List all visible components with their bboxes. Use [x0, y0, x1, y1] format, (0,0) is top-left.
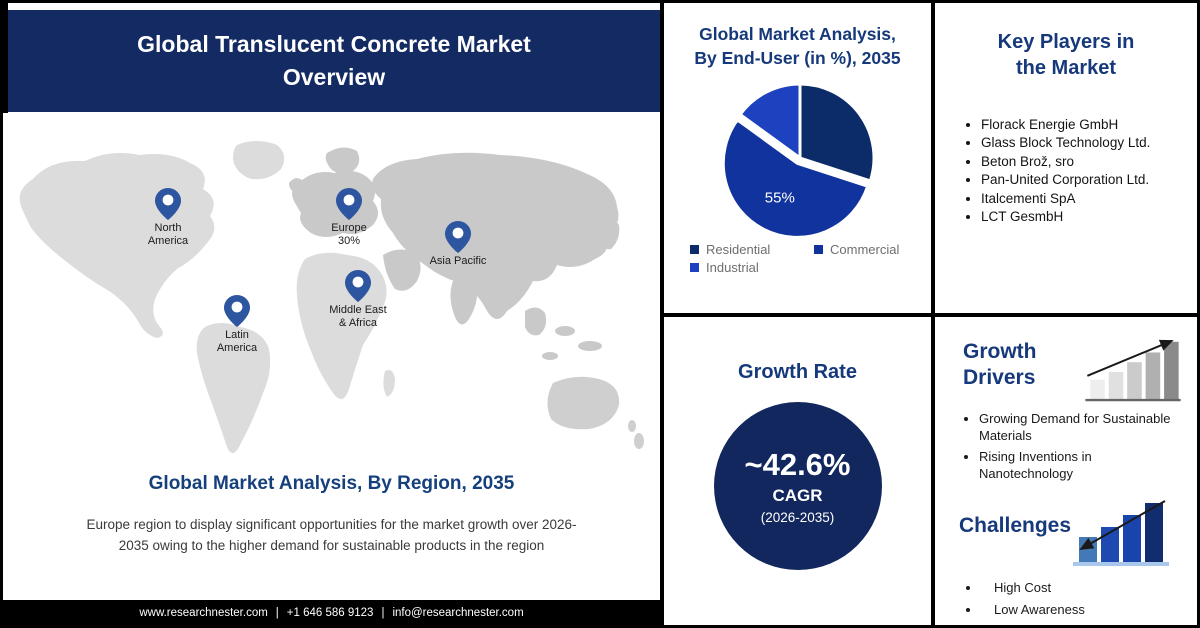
key-players-list: Florack Energie GmbH Glass Block Technolo… — [935, 117, 1197, 226]
pie-data-label: 55% — [765, 190, 795, 207]
challenges-chart-icon — [1073, 499, 1170, 566]
footer-separator: | — [381, 606, 385, 619]
pie-chart-title: Global Market Analysis, By End-User (in … — [694, 24, 901, 68]
map-pin-middle-east-africa: Middle East & Africa — [310, 270, 406, 330]
challenges-heading: Challenges — [959, 513, 1072, 537]
islands-southeast-asia — [525, 307, 547, 336]
key-player-item: Beton Brož, sro — [981, 154, 1197, 170]
challenges-header: Challenges — [949, 491, 1185, 567]
cagr-circle: ~42.6% CAGR (2026-2035) — [713, 402, 882, 570]
island-greenland — [233, 141, 285, 180]
continent-south-america — [196, 323, 271, 454]
page-title: Global Translucent Concrete Market Overv… — [137, 30, 531, 90]
continent-asia — [372, 152, 619, 319]
key-player-item: Italcementi SpA — [981, 191, 1197, 207]
pie-slice-commercial — [721, 118, 870, 240]
pie-slice-residential — [798, 82, 876, 183]
growth-drivers-chart-icon — [1085, 339, 1181, 402]
key-player-item: Pan-United Corporation Ltd. — [981, 172, 1197, 188]
footer-website: www.researchnester.com — [139, 606, 268, 619]
cagr-period: (2026-2035) — [760, 510, 835, 525]
legend-swatch-icon — [690, 263, 699, 273]
footer-phone: +1 646 586 9123 — [286, 606, 374, 619]
end-user-pie-panel: Global Market Analysis, By End-User (in … — [664, 3, 931, 313]
growth-driver-item: Rising Inventions in Nanotechnology — [979, 449, 1185, 483]
cagr-label: CAGR — [772, 486, 823, 505]
region-analysis-heading: Global Market Analysis, By Region, 2035 — [148, 473, 515, 494]
growth-drivers-list: Growing Demand for Sustainable Materials… — [949, 411, 1185, 483]
legend-label: Residential — [706, 242, 771, 258]
key-players-heading: Key Players in the Market — [997, 31, 1135, 79]
island-britain — [289, 178, 303, 193]
region-middle-east — [383, 249, 421, 291]
pie-legend: Residential Commercial Industrial — [690, 242, 931, 275]
challenges-list: High Cost Low Awareness — [949, 579, 1185, 619]
growth-drivers-heading: Growth Drivers — [963, 340, 1037, 390]
region-scandinavia — [325, 147, 360, 174]
key-player-item: Glass Block Technology Ltd. — [981, 135, 1197, 151]
growth-rate-heading: Growth Rate — [738, 361, 857, 383]
region-india — [450, 278, 478, 325]
location-pin-icon — [345, 270, 371, 302]
location-pin-icon — [155, 188, 181, 220]
location-pin-icon — [445, 221, 471, 253]
location-pin-icon — [336, 188, 362, 220]
corner-strip — [3, 3, 8, 113]
growth-driver-item: Growing Demand for Sustainable Materials — [979, 411, 1185, 445]
map-pin-europe: Europe 30% — [301, 188, 397, 248]
growth-drivers-header: Growth Drivers — [949, 329, 1185, 403]
legend-label: Commercial — [830, 242, 900, 258]
key-players-panel: Key Players in the Market Florack Energi… — [935, 3, 1197, 313]
challenge-item: High Cost — [981, 579, 1185, 597]
pie-slice-industrial — [738, 82, 802, 160]
key-player-item: Florack Energie GmbH — [981, 117, 1197, 133]
growth-rate-panel: Growth Rate ~42.6% CAGR (2026-2035) — [664, 317, 931, 625]
challenge-item: Low Awareness — [981, 601, 1185, 619]
island-madagascar — [383, 370, 395, 397]
footer-bar: www.researchnester.com | +1 646 586 9123… — [3, 600, 660, 625]
legend-swatch-icon — [690, 245, 699, 255]
map-region-label: Europe 30% — [331, 222, 367, 248]
map-region-label: Asia Pacific — [429, 255, 487, 267]
legend-item-residential: Residential — [690, 242, 814, 257]
map-pin-latin-america: Latin America — [189, 295, 285, 355]
region-analysis-description: Europe region to display significant opp… — [86, 517, 577, 553]
island-new-zealand — [634, 433, 644, 449]
map-region-label: North America — [147, 222, 189, 248]
continent-europe — [292, 170, 378, 237]
footer-email: info@researchnester.com — [392, 606, 524, 619]
map-region-label: Latin America — [216, 329, 258, 355]
island-japan — [603, 219, 620, 250]
map-pin-north-america: North America — [120, 188, 216, 248]
cagr-value: ~42.6% — [744, 447, 851, 482]
legend-label: Industrial — [706, 260, 759, 276]
end-user-pie-chart: 55% — [721, 82, 876, 240]
key-player-item: LCT GesmbH — [981, 209, 1197, 225]
drivers-challenges-panel: Growth Drivers Growing Demand for Sustai… — [935, 317, 1197, 625]
world-map-panel: North America Europe 30% Asia Pacific Mi… — [5, 131, 658, 471]
continent-australia — [547, 376, 620, 430]
legend-item-industrial: Industrial — [690, 260, 814, 275]
legend-swatch-icon — [814, 245, 823, 255]
map-pin-asia-pacific: Asia Pacific — [410, 221, 506, 268]
footer-separator: | — [275, 606, 279, 619]
title-banner: Global Translucent Concrete Market Overv… — [8, 10, 660, 112]
legend-item-commercial: Commercial — [814, 242, 931, 257]
left-section: Global Translucent Concrete Market Overv… — [3, 3, 660, 600]
location-pin-icon — [224, 295, 250, 327]
map-region-label: Middle East & Africa — [329, 304, 387, 330]
